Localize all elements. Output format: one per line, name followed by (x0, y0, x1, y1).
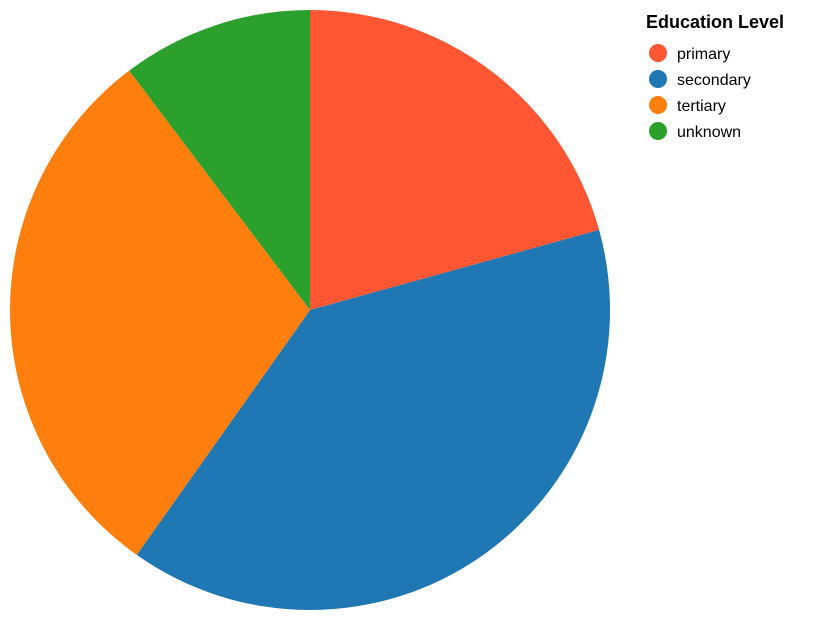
pie-slices (10, 10, 611, 610)
pie-slice-unknown[interactable] (129, 10, 310, 310)
legend-item-primary: primary (649, 44, 730, 63)
legend: Education Level primary secondary tertiary… (646, 12, 784, 141)
legend-swatch-secondary (649, 70, 667, 88)
legend-items: primary secondary tertiary unknown (649, 44, 751, 141)
legend-swatch-tertiary (649, 96, 667, 114)
pie-slice-tertiary[interactable] (10, 70, 310, 555)
legend-swatch-unknown (649, 122, 667, 140)
legend-label-secondary: secondary (677, 72, 751, 89)
legend-title: Education Level (646, 12, 784, 32)
legend-label-primary: primary (677, 46, 730, 63)
legend-item-tertiary: tertiary (649, 96, 726, 115)
legend-swatch-primary (649, 44, 667, 62)
legend-item-unknown: unknown (649, 122, 741, 141)
legend-label-unknown: unknown (677, 124, 741, 141)
pie-slice-secondary[interactable] (136, 229, 611, 610)
legend-label-tertiary: tertiary (677, 98, 726, 115)
pie-slice-primary[interactable] (310, 10, 600, 310)
legend-item-secondary: secondary (649, 70, 751, 89)
